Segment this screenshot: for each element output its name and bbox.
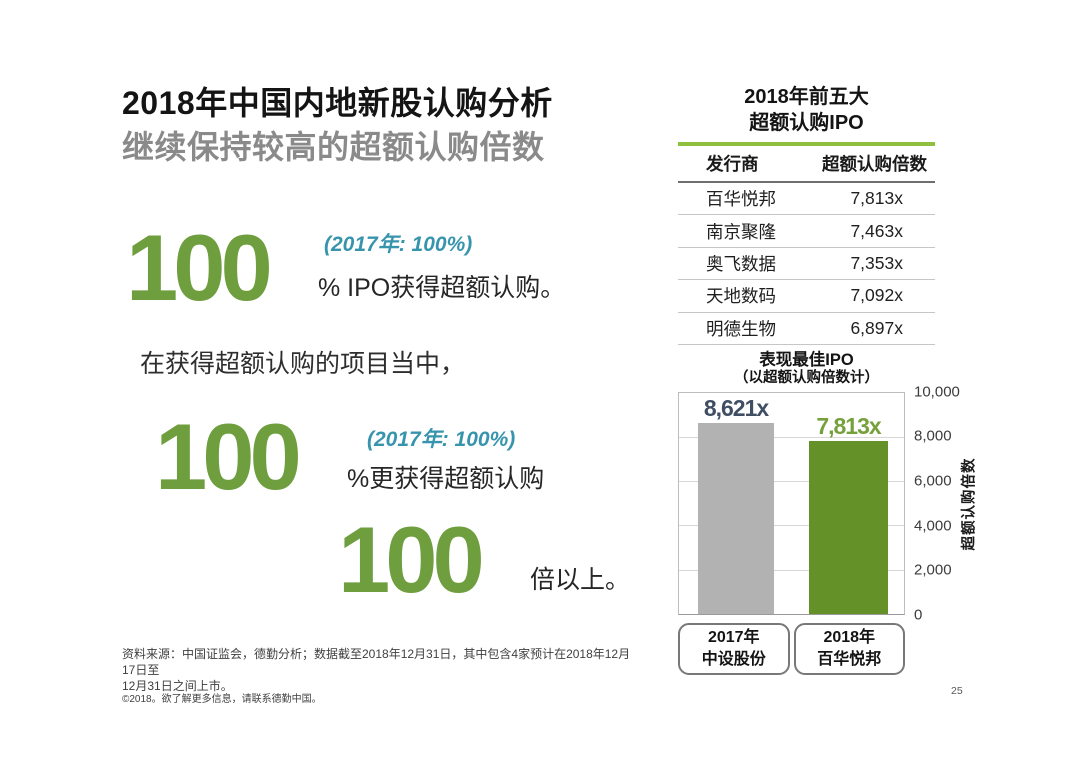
green-divider	[678, 142, 935, 146]
bar-chart: 8,621x 7,813x 超额认购倍数 2017年 中设股份 2018年 百华…	[678, 383, 978, 692]
gridline	[679, 481, 904, 483]
column-header-multiple: 超额认购倍数	[822, 154, 927, 174]
stat-value-2: 100	[155, 403, 302, 509]
y-tick-label: 8,000	[914, 427, 952, 445]
chart-subtitle: （以超额认购倍数计）	[734, 370, 879, 387]
gridline	[679, 436, 904, 438]
bar-2018: 7,813x	[809, 413, 888, 614]
gridline	[679, 569, 904, 571]
category-company: 百华悦邦	[817, 650, 882, 668]
category-year: 2017年	[707, 629, 760, 647]
stat-ipo-oversubscribed: 100 (2017年: 100%) % IPO获得超额认购。	[126, 210, 596, 320]
cell-issuer: 南京聚隆	[706, 221, 776, 242]
bar-label-2018: 7,813x	[816, 413, 881, 440]
chart-plot: 8,621x 7,813x	[678, 391, 905, 615]
table-title-line2: 超额认购IPO	[749, 112, 864, 134]
cell-issuer: 百华悦邦	[706, 189, 776, 210]
category-company: 中设股份	[701, 650, 766, 668]
cell-multiple: 7,463x	[850, 220, 903, 241]
y-tick-label: 2,000	[914, 561, 952, 579]
stat-annotation-2017-1: (2017年: 100%)	[324, 233, 473, 256]
table-title-line1: 2018年前五大	[744, 86, 869, 108]
stat-annotation-2017-2: (2017年: 100%)	[367, 428, 516, 451]
cell-multiple: 6,897x	[850, 317, 903, 338]
table-row: 天地数码 7,092x	[678, 280, 935, 313]
stat-further-oversubscribed: 100 (2017年: 100%) %更获得超额认购	[155, 403, 625, 509]
lead-text: 在获得超额认购的项目当中，	[140, 350, 466, 378]
y-tick-label: 4,000	[914, 517, 952, 535]
stat-times-or-more: 100 倍以上。	[338, 506, 808, 612]
bar-2017: 8,621x	[698, 395, 774, 614]
source-note: 资料来源：中国证监会，德勤分析；数据截至2018年12月31日，其中包含4家预计…	[122, 647, 631, 694]
table-row: 奥飞数据 7,353x	[678, 248, 935, 281]
stat-suffix-1: % IPO获得超额认购。	[318, 274, 566, 302]
table-row: 百华悦邦 7,813x	[678, 183, 935, 216]
table-row: 南京聚隆 7,463x	[678, 215, 935, 248]
table-title: 2018年前五大 超额认购IPO	[678, 84, 935, 136]
chart-title-block: 表现最佳IPO （以超额认购倍数计）	[678, 350, 935, 388]
page-title: 2018年中国内地新股认购分析	[122, 85, 553, 121]
stat-suffix-2: %更获得超额认购	[347, 465, 545, 493]
y-axis-title: 超额认购倍数	[961, 457, 978, 551]
stat-value-3: 100	[338, 506, 485, 612]
y-tick-label: 6,000	[914, 472, 952, 490]
chart-title: 表现最佳IPO	[759, 350, 854, 369]
table-header-row: 发行商 超额认购倍数	[678, 146, 935, 183]
cell-multiple: 7,813x	[850, 188, 903, 209]
column-header-issuer: 发行商	[706, 154, 759, 174]
category-box-2017: 2017年 中设股份	[678, 622, 790, 675]
category-year: 2018年	[823, 629, 876, 647]
page-number: 25	[951, 685, 963, 697]
bar-fill-2018	[809, 441, 888, 614]
table-row: 明德生物 6,897x	[678, 313, 935, 345]
cell-multiple: 7,353x	[850, 252, 903, 273]
stat-suffix-3: 倍以上。	[530, 566, 631, 594]
cell-issuer: 明德生物	[706, 318, 776, 339]
gridline	[679, 525, 904, 527]
cell-issuer: 天地数码	[706, 286, 776, 307]
right-panel: 2018年前五大 超额认购IPO 发行商 超额认购倍数 百华悦邦 7,813x …	[678, 84, 978, 692]
bar-label-2017: 8,621x	[703, 395, 769, 422]
page-subtitle: 继续保持较高的超额认购倍数	[122, 129, 545, 165]
cell-issuer: 奥飞数据	[706, 253, 776, 274]
category-box-2018: 2018年 百华悦邦	[793, 622, 905, 675]
bar-fill-2017	[698, 423, 774, 614]
cell-multiple: 7,092x	[850, 285, 903, 306]
y-tick-label: 0	[914, 606, 923, 624]
stat-value-1: 100	[126, 214, 273, 320]
copyright-note: ©2018。欲了解更多信息，请联系德勤中国。	[122, 694, 322, 705]
y-tick-label: 10,000	[914, 383, 960, 401]
category-axis: 2017年 中设股份 2018年 百华悦邦	[678, 622, 905, 675]
